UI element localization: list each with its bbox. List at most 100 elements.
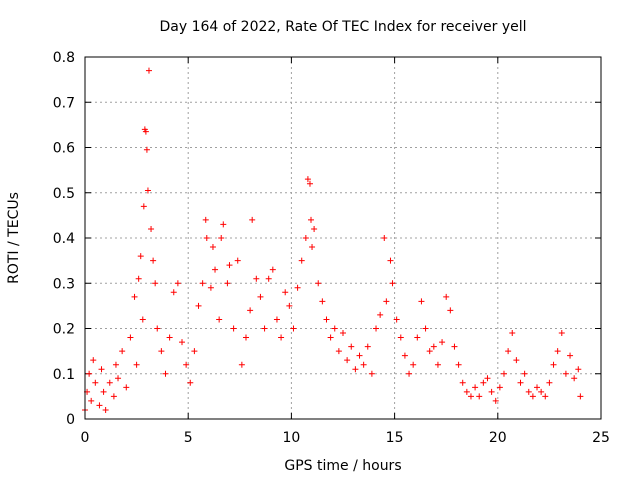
data-point [505,348,512,355]
data-point [238,361,245,368]
data-point [191,348,198,355]
data-point [88,397,95,404]
y-tick-label: 0.8 [53,50,75,66]
axes: 0 5 10 15 20 25 0 0.1 0.2 0.3 0.4 0.5 0.6 0.7 0.8 [53,50,610,446]
data-point [492,397,499,404]
data-point [139,316,146,323]
data-point [203,235,210,241]
data-point [401,352,408,359]
data-point [98,366,105,373]
data-point [575,366,582,373]
data-point [110,393,117,400]
data-point [242,334,249,341]
y-tick-label: 0.1 [53,367,75,383]
data-point [148,225,155,232]
data-point [562,370,569,377]
data-point [234,257,241,264]
data-point [373,325,380,332]
data-point [142,128,149,135]
data-point [224,280,231,287]
data-point [216,316,223,323]
data-point [131,293,138,300]
data-point [135,275,142,282]
data-point [115,375,122,382]
data-point [179,339,186,346]
data-point [406,370,413,377]
data-point [290,325,297,332]
data-point [327,334,334,341]
x-tick-label: 15 [386,430,404,446]
data-point [96,402,103,409]
y-tick-label: 0.6 [53,141,75,157]
data-point [319,298,326,305]
data-point [298,257,305,264]
data-point [261,325,268,332]
data-point [496,384,503,391]
data-point [137,253,144,260]
data-point [418,298,425,305]
data-point [253,275,260,282]
data-point [315,280,322,287]
data-point [430,343,437,350]
data-point [381,235,388,241]
data-point [546,379,553,386]
data-point [352,366,359,373]
data-point [152,280,159,287]
data-point [282,289,289,296]
data-point [323,316,330,323]
data-point [230,325,237,332]
data-point [488,388,495,395]
data-point [311,225,318,232]
data-point [459,379,466,386]
data-point [360,361,367,368]
data-point [443,293,450,300]
data-point [463,388,470,395]
data-points [82,67,584,413]
data-point [100,388,107,395]
data-point [364,343,371,350]
chart-title: Day 164 of 2022, Rate Of TEC Index for r… [159,19,526,35]
data-point [102,406,109,413]
data-point [538,388,545,395]
data-point [542,393,549,400]
data-point [207,284,214,291]
data-point [144,187,151,194]
data-point [150,257,157,264]
data-point [368,370,375,377]
data-point [183,361,190,368]
data-point [513,357,520,364]
data-point [170,289,177,296]
data-point [269,266,276,273]
data-point [249,216,256,223]
y-tick-label: 0.2 [53,322,75,338]
y-tick-label: 0.3 [53,276,75,292]
data-point [162,370,169,377]
data-point [304,176,311,183]
data-point [383,298,390,305]
data-point [226,262,233,269]
data-point [484,375,491,382]
data-point [571,375,578,382]
data-point [133,361,140,368]
data-point [273,316,280,323]
x-axis-label: GPS time / hours [284,458,401,474]
data-point [247,307,254,314]
data-point [397,334,404,341]
x-tick-label: 5 [184,430,193,446]
grid-lines [85,57,601,419]
data-point [106,379,113,386]
plot-frame [84,56,602,420]
data-point [220,221,227,228]
data-point [294,284,301,291]
data-point [414,334,421,341]
data-point [309,244,316,251]
data-point [86,370,93,377]
y-tick-label: 0 [66,412,75,428]
data-point [554,348,561,355]
data-point [140,203,147,210]
data-point [426,348,433,355]
data-point [166,334,173,341]
data-point [278,334,285,341]
data-point [567,352,574,359]
data-point [195,302,202,309]
